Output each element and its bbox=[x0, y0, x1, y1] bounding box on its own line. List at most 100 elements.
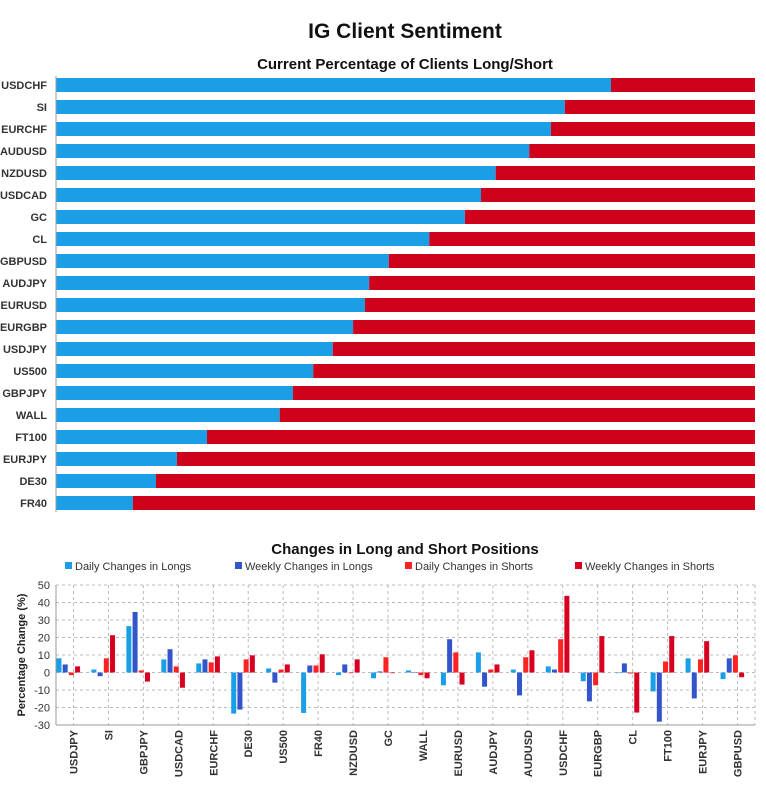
change-bar bbox=[126, 626, 132, 673]
category-label: GC bbox=[31, 212, 48, 224]
x-tick-label: FT100 bbox=[663, 730, 675, 762]
category-label: EURUSD bbox=[1, 300, 48, 312]
long-bar bbox=[56, 232, 430, 246]
legend-swatch bbox=[65, 562, 72, 569]
change-bar bbox=[179, 672, 185, 688]
legend-swatch bbox=[405, 562, 412, 569]
long-bar bbox=[56, 342, 333, 356]
legend-label: Daily Changes in Longs bbox=[75, 561, 192, 573]
change-bar bbox=[313, 665, 319, 673]
change-bar bbox=[593, 672, 599, 686]
long-bar bbox=[56, 210, 465, 224]
change-bar bbox=[564, 595, 570, 673]
x-tick-label: GC bbox=[383, 730, 395, 747]
change-bar bbox=[453, 652, 459, 673]
change-bar bbox=[278, 669, 284, 673]
change-bar bbox=[266, 668, 272, 673]
change-bar bbox=[628, 672, 634, 674]
long-bar bbox=[56, 144, 530, 158]
category-label: US500 bbox=[13, 366, 47, 378]
x-tick-label: CL bbox=[628, 730, 640, 745]
change-bar bbox=[173, 666, 179, 673]
legend-swatch bbox=[235, 562, 242, 569]
change-bar bbox=[336, 672, 342, 676]
short-bar bbox=[611, 78, 755, 92]
long-bar bbox=[56, 78, 612, 92]
short-bar bbox=[429, 232, 755, 246]
legend: Daily Changes in Longs Weekly Changes in … bbox=[65, 561, 715, 573]
short-bar bbox=[155, 474, 755, 488]
change-bar bbox=[650, 672, 656, 692]
change-bar bbox=[558, 639, 564, 673]
change-bar bbox=[284, 664, 290, 673]
y-tick-label: 0 bbox=[44, 668, 50, 680]
change-bar bbox=[691, 672, 697, 699]
category-label: DE30 bbox=[19, 476, 47, 488]
change-bar bbox=[319, 654, 325, 673]
y-tick-label: -20 bbox=[34, 703, 50, 715]
y-tick-label: 50 bbox=[38, 580, 50, 592]
category-label: GBPJPY bbox=[2, 388, 47, 400]
long-bar bbox=[56, 474, 156, 488]
category-label: EURJPY bbox=[3, 454, 48, 466]
change-bar bbox=[551, 669, 557, 673]
long-bar bbox=[56, 386, 293, 400]
long-bar bbox=[56, 122, 551, 136]
change-bar bbox=[91, 669, 97, 673]
y-axis-label: Percentage Change (%) bbox=[16, 593, 28, 716]
x-tick-label: EURGBP bbox=[593, 730, 605, 777]
x-tick-label: USDCAD bbox=[173, 730, 185, 777]
change-bar bbox=[475, 652, 481, 673]
change-bar bbox=[196, 663, 202, 673]
long-bar bbox=[56, 166, 496, 180]
long-bar bbox=[56, 100, 565, 114]
y-tick-label: -10 bbox=[34, 685, 50, 697]
top-chart-title: Current Percentage of Clients Long/Short bbox=[257, 56, 553, 73]
change-bar bbox=[68, 672, 74, 676]
x-tick-label: FR40 bbox=[313, 730, 325, 757]
change-bar bbox=[110, 635, 116, 673]
long-bar bbox=[56, 430, 207, 444]
y-tick-label: 30 bbox=[38, 615, 50, 627]
change-bar bbox=[586, 672, 592, 702]
x-tick-label: US500 bbox=[278, 730, 290, 764]
change-bar bbox=[354, 659, 360, 673]
y-tick-label: 10 bbox=[38, 650, 50, 662]
category-label: WALL bbox=[16, 410, 47, 422]
legend-label: Weekly Changes in Shorts bbox=[585, 561, 715, 573]
change-bar bbox=[405, 670, 411, 673]
change-bar bbox=[342, 664, 348, 673]
change-bar bbox=[459, 672, 465, 685]
short-bar bbox=[480, 188, 755, 202]
long-bar bbox=[56, 452, 177, 466]
x-tick-label: GBPUSD bbox=[733, 730, 745, 777]
legend-label: Weekly Changes in Longs bbox=[245, 561, 373, 573]
short-bar bbox=[564, 100, 755, 114]
change-bar bbox=[132, 611, 138, 673]
short-bar bbox=[364, 298, 755, 312]
change-bar bbox=[62, 664, 68, 673]
category-label: EURCHF bbox=[1, 124, 47, 136]
change-bar bbox=[634, 672, 640, 713]
change-bar bbox=[231, 672, 237, 714]
short-bar bbox=[279, 408, 755, 422]
change-bar bbox=[510, 669, 516, 673]
change-bar bbox=[348, 672, 354, 674]
change-bar bbox=[529, 650, 535, 673]
change-bar bbox=[377, 671, 383, 673]
x-tick-label: EURUSD bbox=[453, 730, 465, 777]
change-bar bbox=[580, 672, 586, 682]
change-bar bbox=[371, 672, 377, 679]
long-bar bbox=[56, 408, 280, 422]
x-tick-label: AUDJPY bbox=[488, 729, 500, 774]
change-bar bbox=[424, 672, 430, 679]
change-bar bbox=[545, 666, 551, 673]
change-bar bbox=[307, 665, 313, 673]
change-bar bbox=[97, 672, 103, 677]
category-label: CL bbox=[32, 234, 47, 246]
change-bar bbox=[523, 657, 529, 673]
x-tick-label: NZDUSD bbox=[348, 730, 360, 776]
short-bar bbox=[550, 122, 755, 136]
x-tick-label: USDCHF bbox=[558, 730, 570, 776]
short-bar bbox=[495, 166, 755, 180]
